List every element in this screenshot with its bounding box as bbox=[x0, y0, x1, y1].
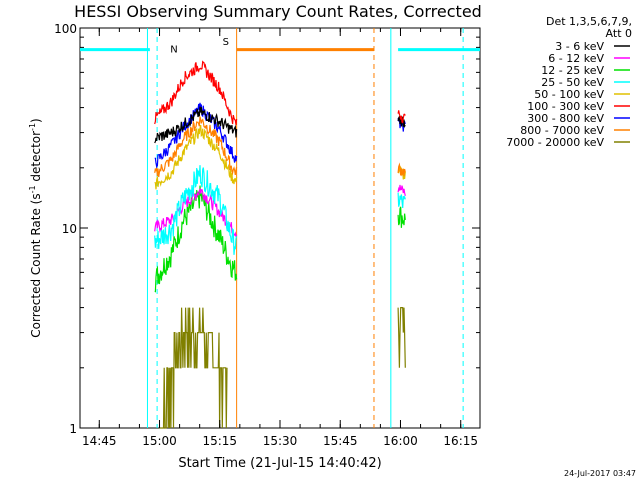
series-4-segment-0 bbox=[154, 124, 238, 190]
series-1-segment-0 bbox=[154, 187, 238, 237]
series-5-segment-1 bbox=[397, 110, 406, 124]
series-8-segment-1 bbox=[397, 307, 406, 368]
y-axis-label: Corrected Count Rate (s-1 detector-1) bbox=[28, 118, 43, 337]
x-tick-label-3: 15:30 bbox=[263, 434, 298, 448]
x-tick-label-1: 15:00 bbox=[142, 434, 177, 448]
series-7-segment-1 bbox=[397, 162, 406, 177]
legend-label-7: 800 - 7000 keV bbox=[520, 124, 604, 137]
legend-label-5: 100 - 300 keV bbox=[527, 100, 604, 113]
y-tick-label-0: 1 bbox=[69, 422, 77, 436]
series-3-segment-1 bbox=[397, 192, 406, 209]
legend-label-6: 300 - 800 keV bbox=[527, 112, 604, 125]
x-tick-label-4: 15:45 bbox=[323, 434, 358, 448]
timestamp: 24-Jul-2017 03:47 bbox=[564, 469, 636, 478]
x-tick-label-0: 14:45 bbox=[82, 434, 117, 448]
axes-layer: 1 10 100 14:45 15:00 15:15 15:30 15:45 16:00 16:1… bbox=[54, 22, 480, 448]
legend-label-0: 3 - 6 keV bbox=[555, 40, 604, 53]
legend-label-3: 25 - 50 keV bbox=[541, 76, 604, 89]
chart-title: HESSI Observing Summary Count Rates, Cor… bbox=[74, 2, 482, 21]
night-flag-label: N bbox=[170, 45, 177, 56]
y-tick-label-2: 100 bbox=[54, 22, 77, 36]
x-axis-label: Start Time (21-Jul-15 14:40:42) bbox=[178, 456, 381, 471]
plot-frame bbox=[79, 27, 481, 429]
series-1-segment-1 bbox=[397, 184, 406, 197]
series-2-segment-1 bbox=[397, 206, 406, 228]
x-tick-label-2: 15:15 bbox=[202, 434, 237, 448]
x-tick-label-6: 16:15 bbox=[443, 434, 478, 448]
legend-header-2: Att 0 bbox=[606, 27, 632, 40]
legend-label-1: 6 - 12 keV bbox=[548, 52, 604, 65]
series-7-segment-0 bbox=[154, 116, 238, 178]
legend-label-2: 12 - 25 keV bbox=[541, 64, 604, 77]
plot-layer: NS bbox=[80, 28, 480, 429]
series-8-segment-0 bbox=[159, 307, 228, 429]
series-0-segment-0 bbox=[154, 106, 238, 144]
x-tick-label-5: 16:00 bbox=[383, 434, 418, 448]
series-5-segment-0 bbox=[154, 60, 238, 126]
y-tick-label-1: 10 bbox=[62, 222, 77, 236]
saa-flag-label: S bbox=[223, 37, 229, 48]
legend-label-4: 50 - 100 keV bbox=[534, 88, 604, 101]
series-3-segment-0 bbox=[154, 165, 238, 255]
legend-label-8: 7000 - 20000 keV bbox=[506, 136, 604, 149]
legend-header-1: Det 1,3,5,6,7,9, bbox=[546, 15, 632, 28]
series-6-segment-0 bbox=[154, 102, 238, 169]
